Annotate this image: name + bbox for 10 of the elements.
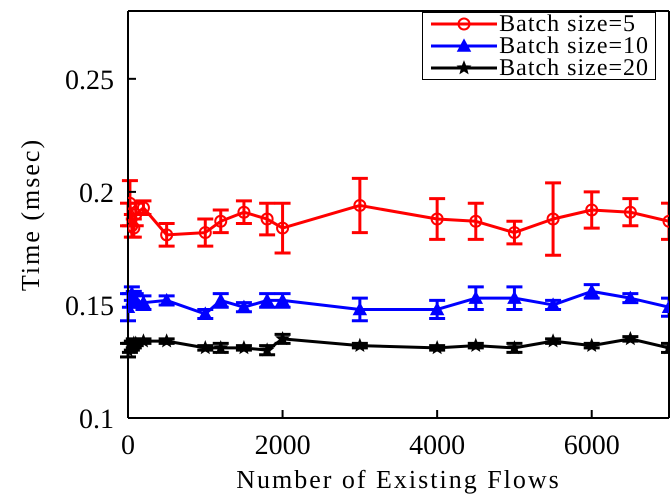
y-tick-label: 0.2 — [79, 178, 114, 209]
x-tick-label: 6000 — [564, 430, 620, 461]
y-tick-label: 0.25 — [65, 64, 114, 96]
y-axis-title: Time (msec) — [16, 138, 46, 292]
y-tick-label: 0.1 — [79, 404, 114, 435]
x-axis-title: Number of Existing Flows — [236, 465, 561, 494]
x-tick-label: 0 — [121, 430, 135, 461]
y-tick-label: 0.15 — [65, 290, 114, 322]
x-tick-label: 4000 — [409, 430, 466, 461]
x-tick-label: 2000 — [254, 430, 311, 461]
